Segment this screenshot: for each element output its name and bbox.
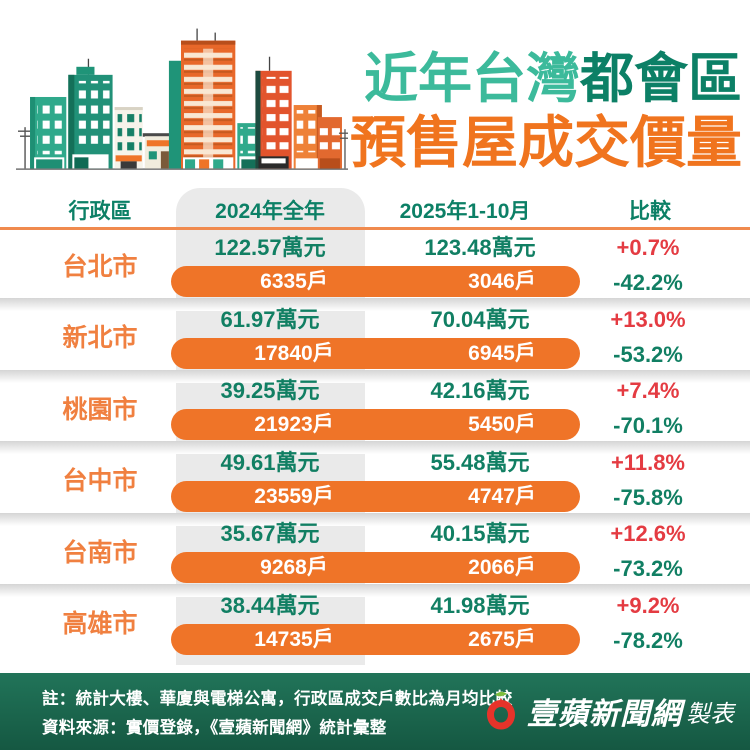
units-change-badge: -53.2% xyxy=(613,341,683,367)
units-2024: 14735戶 xyxy=(254,627,334,651)
building-red-tower xyxy=(255,56,292,169)
district-name: 高雄市 xyxy=(62,610,138,639)
units-change-badge: -78.2% xyxy=(613,627,683,653)
table-row-taichung: 台中市 49.61萬元 55.48萬元 +11.8% 23559戶 4747戶 … xyxy=(0,444,750,526)
title-line1: 近年台灣都會區 xyxy=(350,52,742,106)
price-2024: 122.57萬元 xyxy=(214,235,326,260)
units-2025: 3046戶 xyxy=(468,270,536,293)
utility-pole-left xyxy=(18,127,33,169)
building-orange-3 xyxy=(293,105,322,169)
district-name: 桃園市 xyxy=(62,395,138,424)
row-divider xyxy=(0,584,750,597)
infographic-title: 近年台灣都會區 預售屋成交價量 xyxy=(350,52,742,171)
price-2025: 42.16萬元 xyxy=(430,378,530,403)
units-change-badge: -75.8% xyxy=(613,484,683,510)
units-2025: 2066戶 xyxy=(468,556,536,579)
header-district: 行政區 xyxy=(68,200,132,223)
footer-bar: 註：統計大樓、華廈與電梯公寓，行政區成交戶數比為月均比較 資料來源：實價登錄，《… xyxy=(0,673,750,750)
row-divider xyxy=(0,298,750,311)
utility-pole-right xyxy=(338,129,348,169)
price-change-badge: +0.7% xyxy=(616,235,680,260)
title-line2: 預售屋成交價量 xyxy=(350,111,742,174)
row-divider xyxy=(0,441,750,454)
units-2025: 5450戶 xyxy=(468,413,536,436)
footer-notes: 註：統計大樓、華廈與電梯公寓，行政區成交戶數比為月均比較 資料來源：實價登錄，《… xyxy=(42,685,512,743)
price-2024: 49.61萬元 xyxy=(220,449,320,475)
district-name: 新北市 xyxy=(62,324,138,353)
table-row-taipei: 台北市 122.57萬元 123.48萬元 +0.7% 6335戶 3046戶 … xyxy=(0,229,750,311)
units-change-badge: -73.2% xyxy=(613,556,683,581)
price-2025: 123.48萬元 xyxy=(424,235,536,260)
units-2024: 21923戶 xyxy=(254,413,334,436)
units-2024: 23559戶 xyxy=(254,484,334,508)
district-name: 台中市 xyxy=(62,467,138,496)
units-2024: 17840戶 xyxy=(254,341,334,365)
building-orange-tower xyxy=(180,28,236,169)
building-teal-1 xyxy=(30,96,67,169)
units-2025: 4747戶 xyxy=(468,484,536,508)
title-line1-dark: 都會區 xyxy=(580,49,742,109)
price-2025: 70.04萬元 xyxy=(430,306,530,332)
district-name: 台北市 xyxy=(62,252,138,281)
units-change-badge: -70.1% xyxy=(613,413,683,438)
price-2025: 41.98萬元 xyxy=(430,592,530,618)
price-change-badge: +12.6% xyxy=(610,521,686,546)
footer-note-1: 註：統計大樓、華廈與電梯公寓，行政區成交戶數比為月均比較 xyxy=(42,690,513,708)
row-divider xyxy=(0,512,750,526)
units-2025: 2675戶 xyxy=(468,627,536,651)
units-pill: 17840戶 6945戶 xyxy=(171,337,580,369)
price-2024: 38.44萬元 xyxy=(220,592,320,618)
price-change-badge: +11.8% xyxy=(610,449,685,475)
units-2025: 6945戶 xyxy=(468,341,536,365)
price-2024: 39.25萬元 xyxy=(220,378,320,403)
title-line1-light: 近年台灣 xyxy=(364,49,580,109)
table-row-newtaipei: 新北市 61.97萬元 70.04萬元 +13.0% 17840戶 6945戶 … xyxy=(0,301,750,383)
city-skyline-illustration xyxy=(16,28,348,170)
units-pill: 21923戶 5450戶 xyxy=(171,409,580,440)
table-body: 台北市 122.57萬元 123.48萬元 +0.7% 6335戶 3046戶 … xyxy=(0,229,750,658)
units-pill: 6335戶 3046戶 xyxy=(171,266,580,297)
district-name: 台南市 xyxy=(62,538,138,567)
header-compare: 比較 xyxy=(629,200,671,223)
building-orange-4 xyxy=(317,117,342,169)
units-pill: 23559戶 4747戶 xyxy=(171,480,580,512)
table-header-row: 行政區 2024年全年 2025年1-10月 比較 xyxy=(0,197,750,227)
price-change-badge: +13.0% xyxy=(610,306,686,332)
price-2025: 55.48萬元 xyxy=(430,449,530,475)
units-2024: 6335戶 xyxy=(260,270,328,293)
units-change-badge: -42.2% xyxy=(613,270,683,295)
building-teal-2 xyxy=(68,58,113,169)
price-change-badge: +9.2% xyxy=(616,592,680,618)
header-underline xyxy=(0,227,750,230)
footer-note-2: 資料來源：實價登錄，《壹蘋新聞網》統計彙整 xyxy=(42,719,387,737)
apple-logo-icon xyxy=(487,691,515,730)
brand-lockup: 壹蘋新聞網 製表 xyxy=(481,687,734,735)
price-2025: 40.15萬元 xyxy=(430,521,530,546)
brand-name: 壹蘋新聞網 xyxy=(527,698,682,731)
building-white xyxy=(114,107,143,169)
header-2025: 2025年1-10月 xyxy=(399,200,531,223)
building-shop-house xyxy=(142,133,175,169)
units-pill: 9268戶 2066戶 xyxy=(171,552,580,583)
price-2024: 35.67萬元 xyxy=(220,521,320,546)
header-2024: 2024年全年 xyxy=(215,200,325,223)
brand-suffix: 製表 xyxy=(686,700,734,728)
price-change-badge: +7.4% xyxy=(616,378,680,403)
table-row-tainan: 台南市 35.67萬元 40.15萬元 +12.6% 9268戶 2066戶 -… xyxy=(0,515,750,597)
price-2024: 61.97萬元 xyxy=(220,306,320,332)
row-divider xyxy=(0,369,750,383)
table-row-kaohsiung: 高雄市 38.44萬元 41.98萬元 +9.2% 14735戶 2675戶 -… xyxy=(0,587,750,659)
units-2024: 9268戶 xyxy=(260,556,328,579)
units-pill: 14735戶 2675戶 xyxy=(171,623,580,655)
table-row-taoyuan: 桃園市 39.25萬元 42.16萬元 +7.4% 21923戶 5450戶 -… xyxy=(0,372,750,454)
